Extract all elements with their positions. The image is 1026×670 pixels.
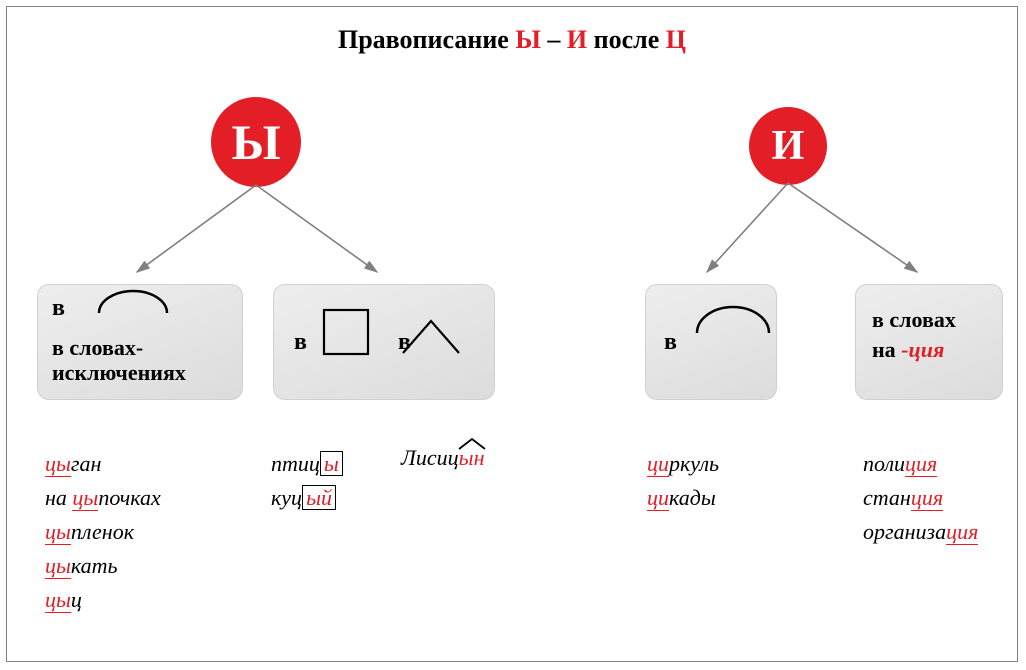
ending-square-icon xyxy=(322,308,370,356)
example-word: цыц xyxy=(45,583,161,617)
prep-v: в xyxy=(294,329,307,355)
root-arc-icon xyxy=(692,302,774,338)
examples-col-4: полициястанцияорганизация xyxy=(863,447,978,549)
rule-box-4-line1: в словах xyxy=(872,307,956,332)
example-word: станция xyxy=(863,481,978,515)
rule-box-1-text: в словах- исключениях xyxy=(52,335,186,386)
example-word: цыкать xyxy=(45,549,161,583)
examples-col-1: цыганна цыпочкахцыпленокцыкатьцыц xyxy=(45,447,161,617)
examples-col-2a: птицыкуцый xyxy=(271,447,343,515)
suffix-caret-icon xyxy=(400,318,462,356)
diagram-frame: Правописание Ы – И после Ц Ы И в в слова… xyxy=(6,6,1018,662)
example-word: циркуль xyxy=(647,447,719,481)
root-arc-icon xyxy=(94,286,172,318)
examples-col-3: циркульцикады xyxy=(647,447,719,515)
example-word: цикады xyxy=(647,481,719,515)
rule-box-root: в xyxy=(645,284,777,400)
example-word: цыган xyxy=(45,447,161,481)
example-word: цыпленок xyxy=(45,515,161,549)
example-word: птицы xyxy=(271,447,343,481)
rule-box-ending-suffix: в в xyxy=(273,284,495,400)
example-word: полиция xyxy=(863,447,978,481)
rule-box-tsiya: в словах на -ция xyxy=(855,284,1003,400)
example-word: куцый xyxy=(271,481,343,515)
examples-col-2b: Лисицын xyxy=(401,447,485,469)
example-word: на цыпочках xyxy=(45,481,161,515)
rule-box-4-suffix: -ция xyxy=(901,337,944,362)
prep-v: в xyxy=(664,329,677,355)
rule-box-root-exceptions: в в словах- исключениях xyxy=(37,284,243,400)
example-word: организация xyxy=(863,515,978,549)
example-word: Лисицын xyxy=(401,445,485,470)
rule-box-4-prefix: на xyxy=(872,337,901,362)
prep-v: в xyxy=(52,295,65,321)
